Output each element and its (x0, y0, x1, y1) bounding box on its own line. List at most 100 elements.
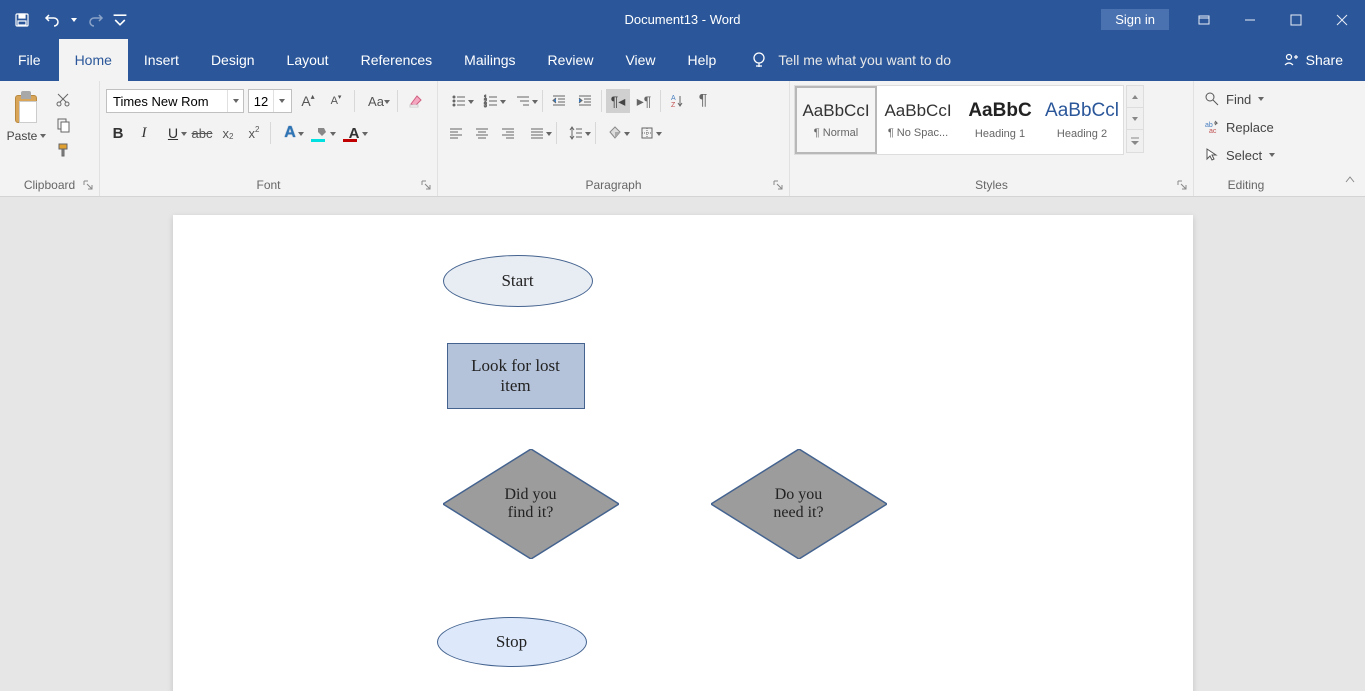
styles-label: Styles (790, 176, 1193, 196)
redo-button[interactable] (82, 6, 110, 34)
font-label: Font (100, 176, 437, 196)
paragraph-label: Paragraph (438, 176, 789, 196)
justify-button[interactable] (522, 121, 552, 145)
undo-button[interactable] (38, 6, 66, 34)
format-painter-button[interactable] (52, 139, 74, 161)
show-marks-button[interactable]: ¶ (691, 89, 715, 113)
increase-indent-button[interactable] (573, 89, 597, 113)
group-clipboard: Paste Clipboard (0, 81, 100, 196)
group-paragraph: 123 ¶◂ ▸¶ AZ ¶ (438, 81, 790, 196)
group-font: Times New Rom 12 A▴ A▾ Aa B I U abc (100, 81, 438, 196)
svg-text:3: 3 (484, 103, 487, 109)
share-button[interactable]: Share (1282, 39, 1365, 81)
shape-needit[interactable]: Do you need it? (711, 449, 887, 559)
group-editing: Find abac Replace Select Editing (1194, 81, 1298, 196)
shrink-font-button[interactable]: A▾ (324, 89, 348, 113)
tab-help[interactable]: Help (672, 39, 733, 81)
align-left-button[interactable] (444, 121, 468, 145)
tab-references[interactable]: References (345, 39, 449, 81)
style---normal[interactable]: AaBbCcI¶ Normal (795, 86, 877, 154)
styles-up-icon[interactable] (1127, 86, 1143, 108)
tab-layout[interactable]: Layout (271, 39, 345, 81)
tab-view[interactable]: View (609, 39, 671, 81)
rtl-button[interactable]: ▸¶ (632, 89, 656, 113)
tab-file[interactable]: File (0, 39, 59, 81)
underline-button[interactable]: U (158, 121, 188, 145)
align-right-button[interactable] (496, 121, 520, 145)
window-controls: Sign in (1101, 0, 1365, 39)
styles-more-icon[interactable] (1127, 130, 1143, 152)
tell-me-search[interactable]: Tell me what you want to do (732, 39, 951, 81)
sort-button[interactable]: AZ (665, 89, 689, 113)
editing-label: Editing (1194, 176, 1298, 196)
svg-text:A: A (671, 95, 676, 102)
grow-font-button[interactable]: A▴ (296, 89, 320, 113)
ribbon-tabs: File Home Insert Design Layout Reference… (0, 39, 1365, 81)
font-name-combo[interactable]: Times New Rom (106, 89, 244, 113)
tab-design[interactable]: Design (195, 39, 271, 81)
highlight-button[interactable] (307, 121, 337, 145)
page[interactable]: Start Look for lost item Did you find it? D… (173, 215, 1193, 691)
strikethrough-button[interactable]: abc (190, 121, 214, 145)
shape-findit[interactable]: Did you find it? (443, 449, 619, 559)
font-size-combo[interactable]: 12 (248, 89, 292, 113)
shape-look[interactable]: Look for lost item (447, 343, 585, 409)
cut-button[interactable] (52, 89, 74, 111)
tab-home[interactable]: Home (59, 39, 128, 81)
bold-button[interactable]: B (106, 121, 130, 145)
paste-icon (11, 91, 43, 127)
align-center-button[interactable] (470, 121, 494, 145)
paragraph-launcher[interactable] (771, 178, 785, 192)
maximize-button[interactable] (1273, 0, 1319, 39)
copy-button[interactable] (52, 114, 74, 136)
ribbon: Paste Clipboard Times New Rom 12 (0, 81, 1365, 197)
change-case-button[interactable]: Aa (361, 89, 391, 113)
close-button[interactable] (1319, 0, 1365, 39)
numbering-button[interactable]: 123 (476, 89, 506, 113)
undo-dropdown[interactable] (68, 6, 80, 34)
italic-button[interactable]: I (132, 121, 156, 145)
minimize-button[interactable] (1227, 0, 1273, 39)
svg-text:Z: Z (671, 102, 676, 109)
styles-launcher[interactable] (1175, 178, 1189, 192)
paste-button[interactable]: Paste (6, 85, 48, 143)
collapse-ribbon-icon[interactable] (1343, 173, 1357, 192)
clear-formatting-button[interactable] (404, 89, 428, 113)
qat-customize-icon[interactable] (112, 6, 128, 34)
ltr-button[interactable]: ¶◂ (606, 89, 630, 113)
font-launcher[interactable] (419, 178, 433, 192)
shading-button[interactable] (600, 121, 630, 145)
style-heading-1[interactable]: AaBbCHeading 1 (959, 86, 1041, 154)
clipboard-launcher[interactable] (81, 178, 95, 192)
styles-down-icon[interactable] (1127, 108, 1143, 130)
font-color-button[interactable]: A (339, 121, 369, 145)
ribbon-display-icon[interactable] (1181, 0, 1227, 39)
find-button[interactable]: Find (1204, 87, 1265, 111)
signin-button[interactable]: Sign in (1101, 9, 1169, 30)
title-bar: Document13 - Word Sign in (0, 0, 1365, 39)
borders-button[interactable] (632, 121, 662, 145)
quick-access-toolbar (0, 6, 128, 34)
shape-stop[interactable]: Stop (437, 617, 587, 667)
decrease-indent-button[interactable] (547, 89, 571, 113)
save-icon[interactable] (8, 6, 36, 34)
subscript-button[interactable]: x2 (216, 121, 240, 145)
select-button[interactable]: Select (1204, 143, 1276, 167)
text-effects-button[interactable]: A (275, 121, 305, 145)
style---no-spac---[interactable]: AaBbCcI¶ No Spac... (877, 86, 959, 154)
svg-text:ac: ac (1209, 128, 1217, 135)
tab-insert[interactable]: Insert (128, 39, 195, 81)
line-spacing-button[interactable] (561, 121, 591, 145)
group-styles: AaBbCcI¶ NormalAaBbCcI¶ No Spac...AaBbCH… (790, 81, 1194, 196)
tab-mailings[interactable]: Mailings (448, 39, 531, 81)
replace-button[interactable]: abac Replace (1204, 115, 1274, 139)
document-area: Start Look for lost item Did you find it? D… (0, 197, 1365, 691)
tab-review[interactable]: Review (532, 39, 610, 81)
multilevel-list-button[interactable] (508, 89, 538, 113)
styles-scroll[interactable] (1126, 85, 1144, 153)
document-title: Document13 - Word (624, 12, 740, 27)
bullets-button[interactable] (444, 89, 474, 113)
shape-start[interactable]: Start (443, 255, 593, 307)
style-heading-2[interactable]: AaBbCclHeading 2 (1041, 86, 1123, 154)
superscript-button[interactable]: x2 (242, 121, 266, 145)
